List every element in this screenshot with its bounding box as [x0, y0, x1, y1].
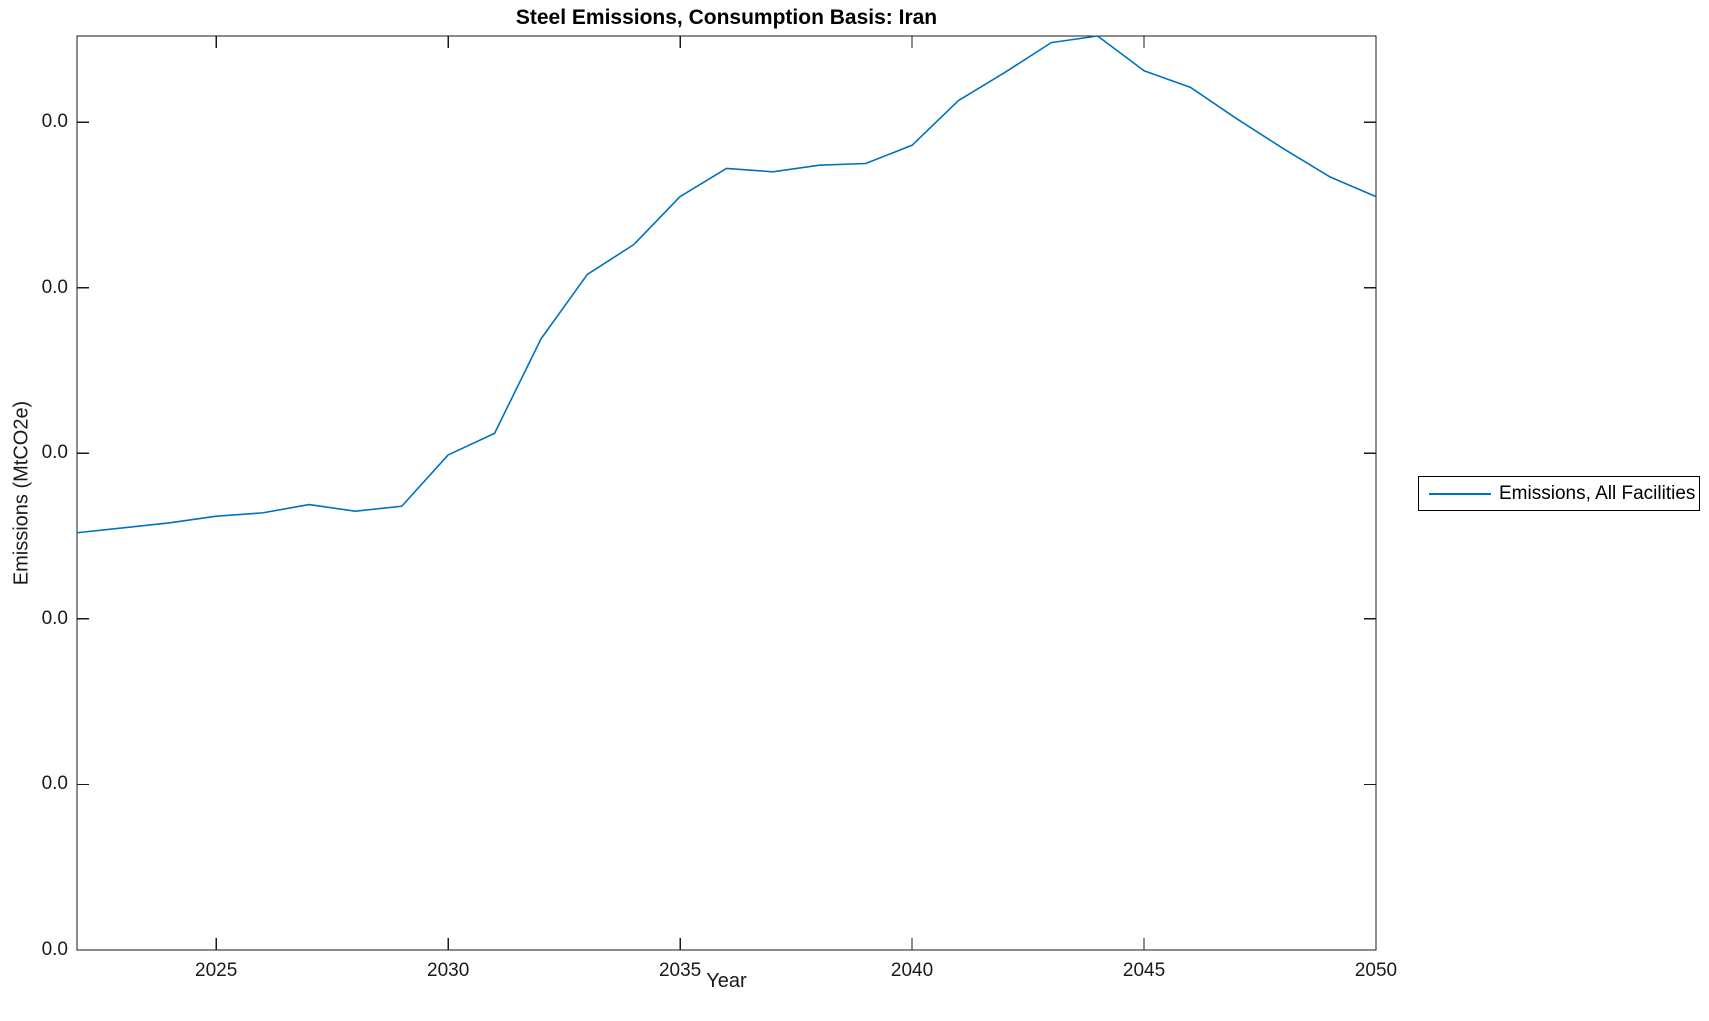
chart-title: Steel Emissions, Consumption Basis: Iran — [515, 6, 938, 29]
legend: Emissions, All Facilities — [1418, 476, 1700, 511]
y-tick-label: 0.0 — [41, 607, 68, 629]
y-axis-label: Emissions (MtCO2e) — [10, 400, 33, 586]
legend-entry-label: Emissions, All Facilities — [1499, 482, 1696, 504]
emissions-line — [76, 35, 1377, 534]
x-axis-label: Year — [706, 970, 747, 992]
x-tick-label: 2040 — [890, 960, 934, 981]
y-tick-label: 0.0 — [41, 276, 68, 298]
x-tick-label: 2025 — [195, 960, 238, 981]
x-tick-label: 2050 — [1354, 960, 1398, 981]
x-tick-label: 2045 — [1122, 960, 1166, 981]
y-tick-label: 0.0 — [41, 773, 68, 795]
axes-box — [76, 35, 1377, 951]
legend-line-sample-icon — [1429, 492, 1491, 495]
y-tick-label: 0.0 — [41, 442, 68, 464]
y-tick-label: 0.0 — [41, 111, 68, 133]
x-tick-label: 2035 — [658, 960, 702, 981]
y-tick-label: 0.0 — [41, 939, 68, 960]
x-tick-label: 2030 — [427, 960, 470, 981]
